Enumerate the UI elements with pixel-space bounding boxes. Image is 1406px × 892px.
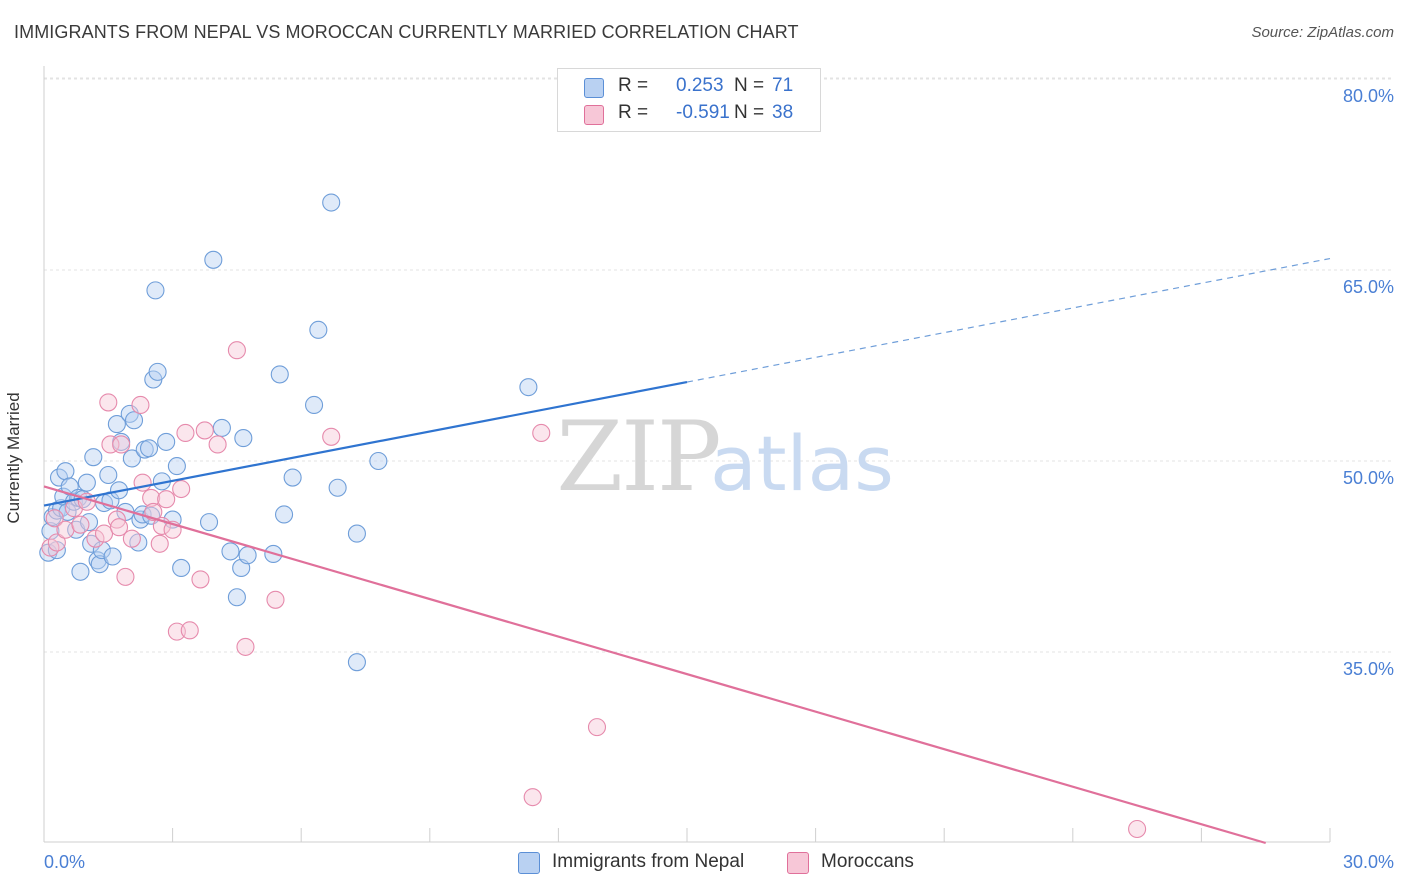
data-point <box>103 547 122 566</box>
data-point <box>99 393 118 412</box>
data-point <box>56 462 75 481</box>
data-point <box>47 533 66 552</box>
data-point <box>107 415 126 434</box>
legend-swatch <box>584 78 604 98</box>
data-point <box>112 435 131 454</box>
data-point <box>167 622 186 641</box>
legend-swatch <box>787 852 809 874</box>
data-point <box>208 435 227 454</box>
data-point <box>45 509 64 528</box>
data-point <box>172 479 191 499</box>
data-point <box>71 515 90 534</box>
legend-n-value: 71 <box>772 75 794 96</box>
data-point <box>77 473 96 492</box>
legend-r-value: -0.591 <box>676 102 730 123</box>
data-point <box>116 567 135 586</box>
x-tick-label: 0.0% <box>44 852 86 872</box>
data-point <box>150 534 169 553</box>
data-point <box>322 427 341 446</box>
data-point <box>227 588 246 607</box>
data-point <box>523 788 542 807</box>
data-point <box>157 490 176 509</box>
data-point <box>94 524 114 543</box>
data-point <box>322 193 341 212</box>
data-point <box>172 558 191 578</box>
data-point <box>204 250 223 269</box>
data-point <box>347 524 366 543</box>
data-point <box>56 520 75 539</box>
data-point <box>532 423 551 443</box>
trend-line-moroccans <box>43 485 1267 845</box>
data-point <box>109 518 129 537</box>
trend-lines <box>43 257 1331 845</box>
data-point <box>221 542 240 561</box>
data-point <box>131 395 150 415</box>
data-point <box>148 362 167 381</box>
data-point <box>305 395 324 415</box>
data-point <box>101 435 120 454</box>
y-tick-label: 50.0% <box>1342 468 1394 488</box>
data-point <box>124 411 144 430</box>
data-point <box>275 505 294 524</box>
data-point <box>1128 819 1147 839</box>
data-points <box>39 193 1147 839</box>
data-point <box>266 590 285 609</box>
chart-title: IMMIGRANTS FROM NEPAL VS MOROCCAN CURREN… <box>14 22 799 42</box>
data-point <box>122 449 141 468</box>
data-point <box>328 478 347 497</box>
legend-r-value: 0.253 <box>676 75 724 96</box>
data-point <box>180 621 199 640</box>
legend-n-value: 38 <box>772 102 794 123</box>
data-point <box>270 365 289 384</box>
data-point <box>283 468 302 487</box>
data-point <box>71 562 90 581</box>
legend-n-label: N = <box>734 75 765 96</box>
data-point <box>122 529 141 548</box>
watermark-zip: ZIP <box>556 401 719 513</box>
data-point <box>107 510 126 529</box>
data-point <box>167 457 186 476</box>
correlation-legend: R = 0.253 N = 71 R = -0.591 N = 38 <box>557 68 821 132</box>
data-point <box>191 570 210 589</box>
data-point <box>139 439 159 458</box>
data-point <box>236 637 255 656</box>
data-point <box>369 451 388 471</box>
data-point <box>142 488 161 507</box>
watermark-atlas: atlas <box>710 419 894 508</box>
y-tick-label: 80.0% <box>1342 86 1394 106</box>
bottom-legend-label: Immigrants from Nepal <box>552 851 745 872</box>
data-point <box>84 448 103 467</box>
data-point <box>519 378 538 397</box>
data-point <box>227 341 246 360</box>
data-point <box>176 423 195 443</box>
data-point <box>587 718 607 737</box>
y-tick-label: 65.0% <box>1342 277 1394 297</box>
bottom-legend-label: Moroccans <box>821 851 914 872</box>
legend-swatch <box>584 105 604 125</box>
y-axis-label: Currently Married <box>4 392 23 524</box>
data-point <box>347 653 366 672</box>
source-label: Source: ZipAtlas.com <box>1251 24 1394 41</box>
x-tick-label: 30.0% <box>1342 852 1394 872</box>
data-point <box>234 429 253 448</box>
data-point <box>212 418 231 437</box>
y-tick-label: 35.0% <box>1342 659 1394 679</box>
data-point <box>309 320 328 339</box>
legend-swatch <box>518 852 540 874</box>
trend-line-nepal <box>43 380 688 507</box>
trend-line-nepal-extension <box>686 257 1331 383</box>
data-point <box>199 513 219 532</box>
legend-r-label: R = <box>618 102 649 123</box>
data-point <box>157 432 176 451</box>
data-point <box>146 281 165 300</box>
legend-r-label: R = <box>618 75 649 96</box>
axes <box>43 66 1331 843</box>
data-point <box>195 421 214 440</box>
data-point <box>86 529 105 548</box>
legend-n-label: N = <box>734 102 765 123</box>
data-point <box>238 546 257 565</box>
data-point <box>99 465 118 485</box>
